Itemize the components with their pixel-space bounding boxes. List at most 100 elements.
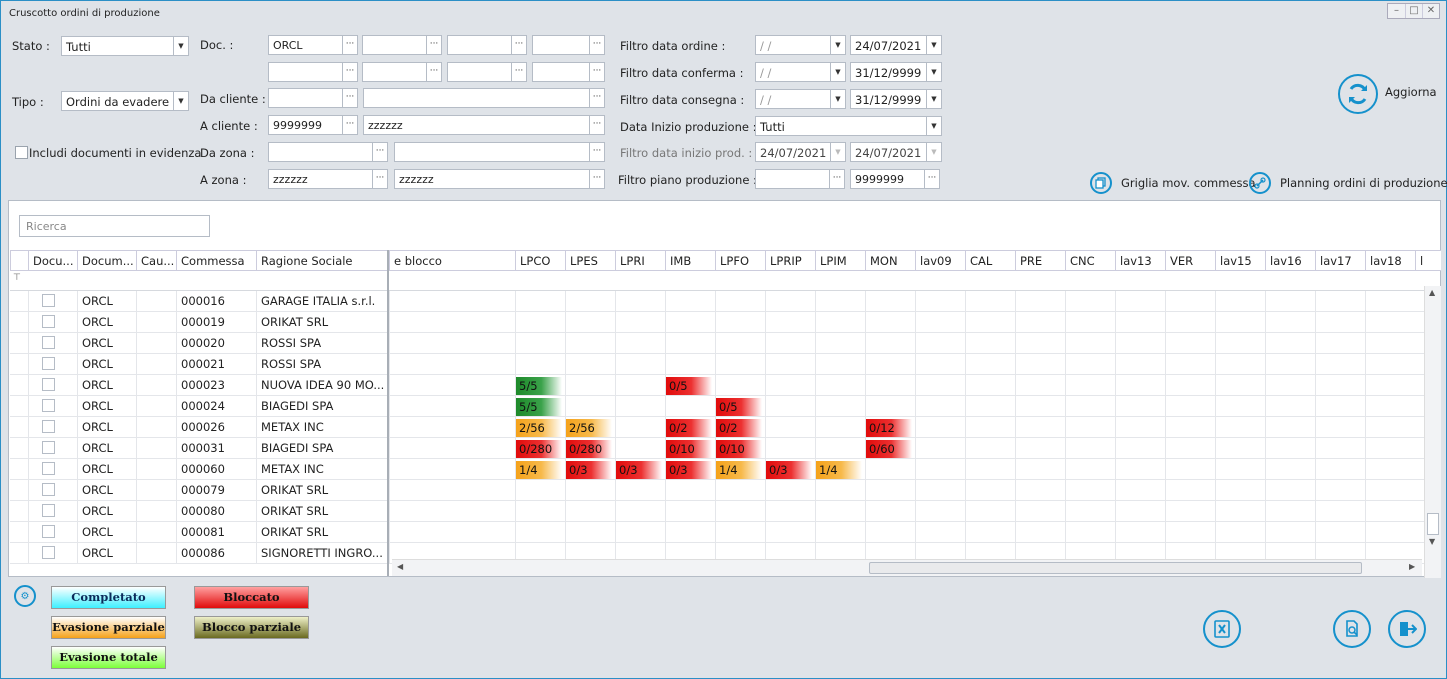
column-header[interactable]: LPES	[565, 251, 615, 271]
table-row[interactable]: ORCL 000023 NUOVA IDEA 90 MO... 5/5 0/5	[10, 375, 1424, 396]
stage-progress[interactable]: 0/3	[566, 461, 612, 479]
excel-export-icon[interactable]	[1203, 610, 1241, 648]
table-row[interactable]: ORCL 000016 GARAGE ITALIA s.r.l.	[10, 291, 1424, 312]
scroll-down-icon[interactable]: ▼	[1429, 537, 1436, 546]
stage-progress[interactable]: 0/280	[516, 440, 562, 458]
ellipsis-button[interactable]: ···	[343, 88, 358, 108]
column-header[interactable]: LPRIP	[765, 251, 815, 271]
scroll-right-icon[interactable]: ▶	[1409, 562, 1416, 571]
ellipsis-button[interactable]: ···	[590, 115, 605, 135]
stage-progress[interactable]: 0/2	[716, 419, 762, 437]
row-checkbox[interactable]	[42, 546, 55, 559]
piano-from[interactable]	[755, 169, 830, 189]
planning-link[interactable]: Planning ordini di produzione	[1280, 176, 1447, 190]
chevron-down-icon[interactable]: ▼	[926, 117, 941, 135]
ellipsis-button[interactable]: ···	[373, 169, 388, 189]
column-header[interactable]: IMB	[665, 251, 715, 271]
doc-field-8[interactable]	[532, 62, 590, 82]
chevron-down-icon[interactable]: ▼	[926, 36, 941, 54]
data-conferma-to[interactable]: 31/12/9999 ▼	[850, 62, 942, 82]
stage-progress[interactable]: 0/5	[716, 398, 762, 416]
close-button[interactable]: ✕	[1422, 4, 1439, 18]
includi-checkbox[interactable]	[15, 146, 28, 159]
stage-progress[interactable]: 0/10	[716, 440, 762, 458]
maximize-button[interactable]: □	[1405, 4, 1422, 18]
row-checkbox[interactable]	[42, 420, 55, 433]
ellipsis-button[interactable]: ···	[427, 62, 442, 82]
stage-progress[interactable]: 0/280	[566, 440, 612, 458]
chevron-down-icon[interactable]: ▼	[926, 63, 941, 81]
ellipsis-button[interactable]: ···	[427, 35, 442, 55]
ellipsis-button[interactable]: ···	[373, 142, 388, 162]
column-header[interactable]: lav18	[1365, 251, 1415, 271]
scroll-thumb[interactable]	[869, 562, 1362, 574]
search-input[interactable]: Ricerca	[19, 215, 210, 237]
da-cliente-code[interactable]	[268, 88, 343, 108]
column-header[interactable]: lav17	[1315, 251, 1365, 271]
stage-progress[interactable]: 0/3	[766, 461, 812, 479]
filter-row[interactable]: ⊤	[10, 271, 1424, 291]
table-row[interactable]: ORCL 000081 ORIKAT SRL	[10, 522, 1424, 543]
ellipsis-button[interactable]: ···	[343, 115, 358, 135]
table-row[interactable]: ORCL 000024 BIAGEDI SPA 5/5 0/5	[10, 396, 1424, 417]
exit-icon[interactable]	[1388, 610, 1426, 648]
table-row[interactable]: ORCL 000020 ROSSI SPA	[10, 333, 1424, 354]
scroll-thumb[interactable]	[1427, 513, 1439, 535]
doc-field-5[interactable]	[268, 62, 343, 82]
ellipsis-button[interactable]: ···	[590, 169, 605, 189]
minimize-button[interactable]: –	[1394, 5, 1399, 16]
chevron-down-icon[interactable]: ▼	[173, 37, 188, 55]
stato-combo[interactable]: Tutti ▼	[61, 36, 189, 56]
row-checkbox[interactable]	[42, 315, 55, 328]
scroll-up-icon[interactable]: ▲	[1429, 288, 1436, 297]
link-icon[interactable]	[1249, 172, 1271, 194]
chevron-down-icon[interactable]: ▼	[173, 92, 188, 110]
column-header[interactable]: Ragione Sociale	[256, 251, 387, 271]
column-header[interactable]: LPCO	[515, 251, 565, 271]
data-ordine-from[interactable]: / / ▼	[755, 35, 846, 55]
column-header[interactable]: l	[1415, 251, 1447, 271]
table-row[interactable]: ORCL 000080 ORIKAT SRL	[10, 501, 1424, 522]
da-zona-name[interactable]	[394, 142, 590, 162]
row-checkbox[interactable]	[42, 483, 55, 496]
a-zona-code[interactable]: zzzzzz	[268, 169, 373, 189]
chevron-down-icon[interactable]: ▼	[830, 90, 845, 108]
chevron-down-icon[interactable]: ▼	[926, 90, 941, 108]
doc-field-3[interactable]	[447, 35, 512, 55]
column-header[interactable]: LPRI	[615, 251, 665, 271]
filter-icon[interactable]: ⊤	[13, 273, 21, 283]
doc-field-6[interactable]	[362, 62, 427, 82]
chevron-down-icon[interactable]: ▼	[830, 63, 845, 81]
stage-progress[interactable]: 2/56	[566, 419, 612, 437]
stage-progress[interactable]: 0/2	[666, 419, 712, 437]
column-header[interactable]: VER	[1165, 251, 1215, 271]
column-header[interactable]: lav13	[1115, 251, 1165, 271]
table-row[interactable]: ORCL 000026 METAX INC 2/56 2/56 0/2 0/2 0/12	[10, 417, 1424, 438]
doc-field-1[interactable]: ORCL	[268, 35, 343, 55]
griglia-link[interactable]: Griglia mov. commessa	[1121, 176, 1256, 190]
data-ordine-to[interactable]: 24/07/2021 ▼	[850, 35, 942, 55]
row-checkbox[interactable]	[42, 462, 55, 475]
piano-to[interactable]: 9999999	[850, 169, 925, 189]
horizontal-scrollbar[interactable]: ◀ ▶	[392, 559, 1422, 576]
column-header[interactable]: lav09	[915, 251, 965, 271]
ellipsis-button[interactable]: ···	[590, 62, 605, 82]
chevron-down-icon[interactable]: ▼	[830, 36, 845, 54]
column-header[interactable]: Cau...	[136, 251, 176, 271]
stage-progress[interactable]: 1/4	[516, 461, 562, 479]
table-row[interactable]: ORCL 000079 ORIKAT SRL	[10, 480, 1424, 501]
stage-progress[interactable]: 5/5	[516, 377, 562, 395]
ellipsis-button[interactable]: ···	[343, 35, 358, 55]
stage-progress[interactable]: 1/4	[716, 461, 762, 479]
data-conferma-from[interactable]: / / ▼	[755, 62, 846, 82]
preview-icon[interactable]	[1333, 610, 1371, 648]
stage-progress[interactable]: 0/10	[666, 440, 712, 458]
ellipsis-button[interactable]: ···	[512, 35, 527, 55]
row-checkbox[interactable]	[42, 525, 55, 538]
column-header[interactable]: LPFO	[715, 251, 765, 271]
a-cliente-name[interactable]: zzzzzz	[363, 115, 590, 135]
ellipsis-button[interactable]: ···	[512, 62, 527, 82]
stage-progress[interactable]: 0/3	[616, 461, 662, 479]
column-header[interactable]: lav16	[1265, 251, 1315, 271]
table-row[interactable]: ORCL 000019 ORIKAT SRL	[10, 312, 1424, 333]
